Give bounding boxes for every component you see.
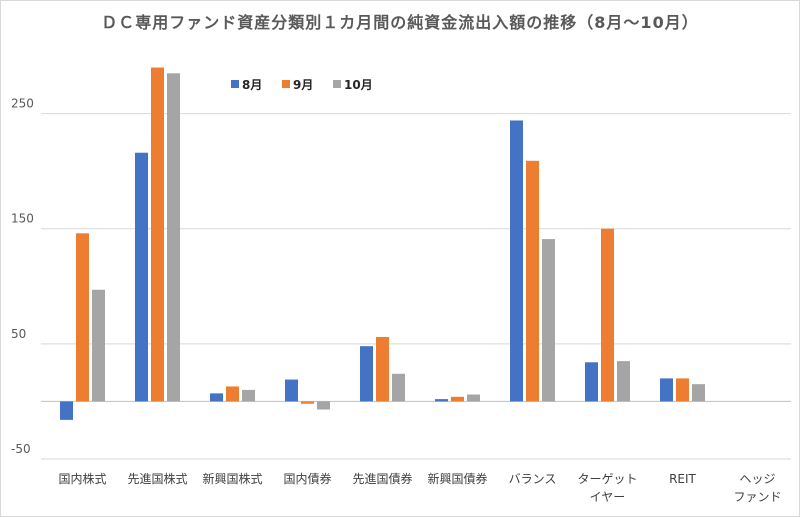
y-tick-label: 250 bbox=[11, 97, 34, 111]
y-tick-label: 150 bbox=[11, 212, 34, 226]
legend-swatch bbox=[282, 80, 290, 88]
bar bbox=[617, 361, 630, 402]
x-category-label: 先進国債券 bbox=[352, 471, 412, 486]
bar bbox=[676, 378, 689, 402]
x-category-label: 新興国債券 bbox=[427, 471, 487, 486]
legend-swatch bbox=[333, 80, 341, 88]
x-category-label: 国内株式 bbox=[58, 471, 106, 486]
chart-title: ＤＣ専用ファンド資産分類別１カ月間の純資金流出入額の推移（8月～10月） bbox=[101, 13, 699, 32]
bar bbox=[360, 346, 373, 402]
y-tick-label: 50 bbox=[11, 327, 26, 341]
x-category-label: ヘッジ bbox=[739, 472, 775, 486]
x-category-label: 先進国株式 bbox=[127, 471, 187, 486]
bar bbox=[510, 120, 523, 402]
bar bbox=[542, 239, 555, 402]
bar bbox=[526, 160, 539, 402]
bar bbox=[435, 399, 448, 402]
bar bbox=[692, 384, 705, 402]
bar bbox=[226, 386, 239, 402]
bar bbox=[210, 393, 223, 402]
legend: 8月 9月 10月 bbox=[231, 78, 373, 92]
y-axis-ticks: -50 50 150 250 bbox=[11, 97, 34, 456]
bar bbox=[660, 378, 673, 402]
y-tick-label: -50 bbox=[11, 442, 31, 456]
bar bbox=[76, 233, 89, 402]
x-category-label: REIT bbox=[669, 472, 696, 486]
bar bbox=[167, 73, 180, 402]
bars bbox=[60, 67, 705, 420]
x-category-label: バランス bbox=[509, 472, 557, 486]
x-category-label: 国内債券 bbox=[283, 471, 331, 486]
bar bbox=[451, 396, 464, 402]
bar bbox=[585, 362, 598, 402]
legend-label: 10月 bbox=[344, 78, 373, 92]
x-category-label: 新興国株式 bbox=[202, 471, 262, 486]
bar bbox=[285, 379, 298, 402]
legend-label: 9月 bbox=[293, 78, 313, 92]
bar bbox=[317, 401, 330, 410]
bar bbox=[601, 228, 614, 402]
bar bbox=[151, 67, 164, 402]
bar bbox=[301, 401, 314, 404]
bar bbox=[135, 152, 148, 402]
bar bbox=[392, 373, 405, 402]
legend-swatch bbox=[231, 80, 239, 88]
bar bbox=[92, 289, 105, 402]
bar bbox=[242, 389, 255, 402]
bar bbox=[467, 394, 480, 402]
x-category-label: ファンド bbox=[733, 490, 781, 504]
bar bbox=[376, 336, 389, 402]
x-category-label: ターゲット bbox=[577, 472, 637, 486]
bar bbox=[60, 401, 73, 420]
x-axis-categories: 国内株式 先進国株式 新興国株式 国内債券 先進国債券 新興国債券 バランス ターゲットイヤー… bbox=[58, 471, 781, 504]
legend-label: 8月 bbox=[242, 78, 262, 92]
x-category-label: イヤー bbox=[590, 490, 626, 504]
